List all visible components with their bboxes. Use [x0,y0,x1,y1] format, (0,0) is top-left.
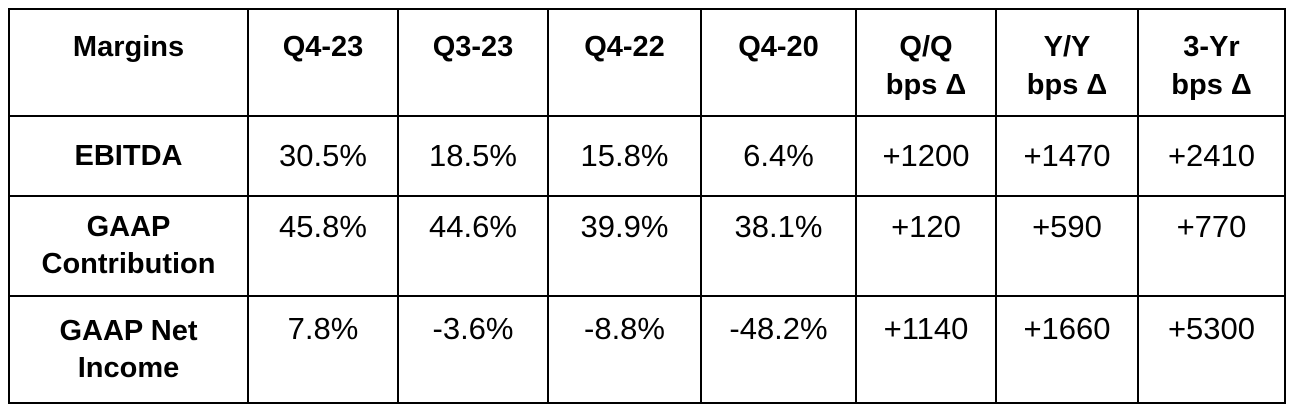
cell-line: bps Δ [1171,69,1252,101]
header-cell: Q4-23 [247,8,399,117]
cell-line: Income [77,351,180,384]
data-row: GAAP Net Income 7.8% -3.6% -8.8% -48.2% +1140 +… [8,295,1286,404]
value-cell: +1660 [995,295,1139,404]
value-cell: +590 [995,195,1139,297]
header-cell: Y/Y bps Δ [995,8,1139,117]
header-row: Margins Q4-23 Q3-23 Q4-22 Q4-20 Q/Q bps Δ Y/Y bp… [8,8,1286,117]
header-cell: Margins [8,8,249,117]
cell-line: GAAP Net [59,314,198,347]
cell-line: Contribution [41,248,216,280]
cell-line: Q/Q [899,31,953,63]
header-cell: Q4-22 [547,8,702,117]
header-cell: Q3-23 [397,8,549,117]
value-cell: +1470 [995,115,1139,197]
value-cell: 6.4% [700,115,857,197]
value-cell: -48.2% [700,295,857,404]
value-cell: +120 [855,195,997,297]
header-cell: Q/Q bps Δ [855,8,997,117]
data-row: GAAP Contribution 45.8% 44.6% 39.9% 38.1% +120… [8,195,1286,297]
value-cell: +2410 [1137,115,1286,197]
value-cell: 7.8% [247,295,399,404]
cell-line: bps Δ [1026,69,1108,101]
cell-line: 3-Yr [1183,31,1240,63]
cell-line: Margins [72,31,185,63]
cell-line: Q4-20 [738,31,819,63]
cell-line: EBITDA [74,139,183,172]
value-cell: 44.6% [397,195,549,297]
row-label: GAAP Contribution [8,195,249,297]
data-row: EBITDA 30.5% 18.5% 15.8% 6.4% +1200 +1470 +2410 [8,115,1286,197]
cell-line: Y/Y [1043,31,1091,63]
value-cell: +5300 [1137,295,1286,404]
value-cell: -3.6% [397,295,549,404]
value-cell: 15.8% [547,115,702,197]
value-cell: +770 [1137,195,1286,297]
value-cell: -8.8% [547,295,702,404]
cell-line: Q4-22 [584,31,665,63]
value-cell: 39.9% [547,195,702,297]
margins-table: Margins Q4-23 Q3-23 Q4-22 Q4-20 Q/Q bps Δ Y/Y bp… [8,8,1286,404]
row-label: EBITDA [8,115,249,197]
value-cell: +1140 [855,295,997,404]
value-cell: 38.1% [700,195,857,297]
value-cell: 30.5% [247,115,399,197]
cell-line: GAAP [86,211,171,243]
header-cell: Q4-20 [700,8,857,117]
value-cell: 18.5% [397,115,549,197]
row-label: GAAP Net Income [8,295,249,404]
cell-line: Q4-23 [282,31,364,63]
cell-line: bps Δ [885,69,967,101]
value-cell: +1200 [855,115,997,197]
header-cell: 3-Yr bps Δ [1137,8,1286,117]
value-cell: 45.8% [247,195,399,297]
cell-line: Q3-23 [432,31,514,63]
